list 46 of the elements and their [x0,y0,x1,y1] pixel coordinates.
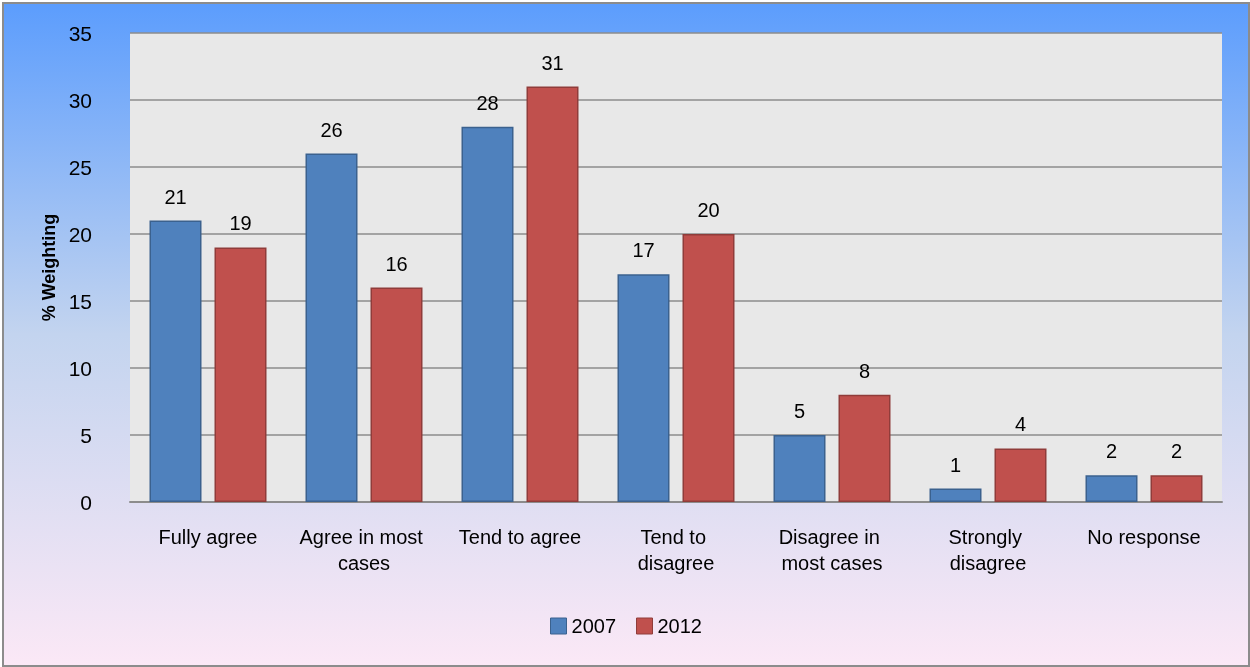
data-label: 17 [632,239,655,262]
data-label: 26 [320,118,343,141]
y-tick-label: 0 [80,490,92,514]
x-tick-label: Tend to disagree [637,526,715,574]
bar [1085,475,1138,502]
x-tick-label: Strongly disagree [948,526,1028,574]
y-tick-label: 30 [68,88,92,112]
bar [838,394,891,502]
bar [994,448,1047,502]
bar [461,126,514,502]
y-tick-label: 35 [68,21,92,45]
data-label: 2 [1105,440,1118,463]
bar [370,287,423,502]
data-label: 16 [385,252,408,275]
bar [773,435,826,502]
x-tick-label: Tend to agree [458,526,582,548]
bar [682,234,735,502]
bar [305,153,358,502]
x-tick-label: Disagree in most cases [778,526,886,574]
y-tick-label: 25 [68,155,92,179]
x-tick-label: Fully agree [158,526,258,548]
bar [214,247,267,502]
data-label: 20 [697,199,720,221]
y-tick-label: 15 [68,289,92,313]
bar [617,274,670,502]
data-label: 1 [949,453,962,476]
y-tick-label: 5 [80,423,92,447]
x-tick-label: No response [1087,526,1201,548]
data-label: 4 [1014,413,1027,436]
bar [149,220,202,502]
bar [526,86,579,502]
y-axis-title: % Weighting [38,213,59,322]
y-tick-label: 10 [68,356,92,380]
data-label: 28 [476,91,499,114]
data-label: 19 [229,212,252,235]
y-tick-label: 20 [68,222,92,246]
legend-label: 2007 [571,615,617,637]
data-label: 2 [1170,440,1183,463]
bar [1150,475,1203,502]
data-label: 5 [793,400,806,422]
bar [929,488,982,502]
legend-label: 2012 [657,615,702,637]
x-tick-label: Agree in most cases [299,526,429,574]
data-label: 8 [858,359,871,382]
data-label: 31 [541,51,564,74]
data-label: 21 [164,185,187,208]
